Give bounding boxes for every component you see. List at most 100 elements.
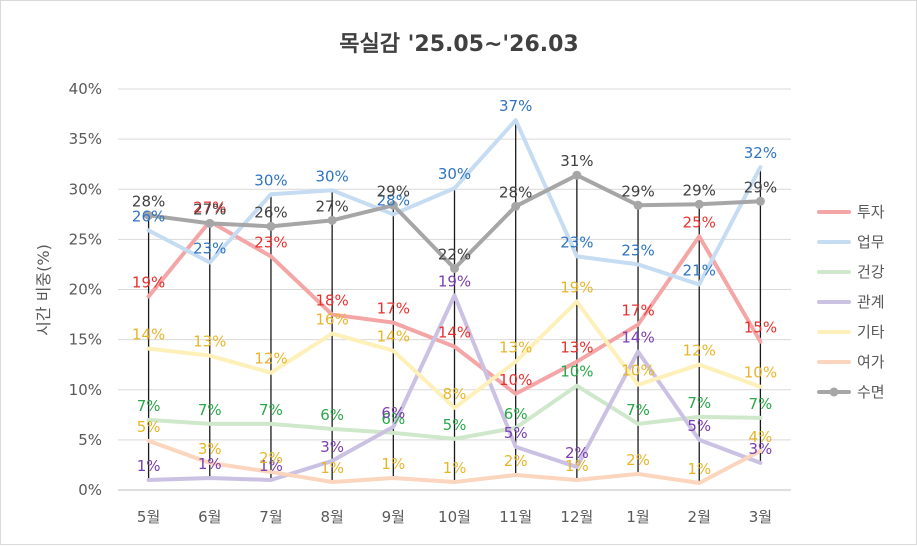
series-line-투자 — [146, 219, 763, 396]
data-label: 28% — [132, 192, 165, 210]
data-label: 12% — [254, 350, 287, 368]
data-label: 18% — [315, 292, 348, 310]
data-label: 26% — [254, 203, 287, 221]
data-label: 10% — [621, 362, 654, 380]
legend-item-여가[interactable]: 여가 — [817, 353, 885, 371]
series-lines — [144, 118, 765, 485]
y-tick-label: 5% — [78, 431, 102, 449]
series-line-기타 — [146, 299, 763, 410]
data-label: 4% — [749, 428, 773, 446]
y-tick-label: 30% — [69, 180, 102, 198]
legend-item-업무[interactable]: 업무 — [817, 233, 885, 251]
data-label: 27% — [315, 197, 348, 215]
data-label: 19% — [560, 279, 593, 297]
data-label: 29% — [683, 181, 716, 199]
y-tick-label: 0% — [78, 481, 102, 499]
data-label: 23% — [193, 239, 226, 257]
data-point — [511, 201, 521, 211]
data-label: 12% — [683, 342, 716, 360]
data-label: 23% — [254, 233, 287, 251]
data-label: 30% — [438, 165, 471, 183]
data-label: 5% — [137, 418, 161, 436]
chart-title: 목실감 '25.05~'26.03 — [339, 32, 578, 57]
data-label: 5% — [687, 417, 711, 435]
data-label: 1% — [198, 455, 222, 473]
x-tick-label: 6월 — [198, 508, 221, 526]
data-label: 17% — [377, 300, 410, 318]
data-point — [327, 215, 337, 225]
data-label: 1% — [565, 457, 589, 475]
data-label: 5% — [443, 416, 467, 434]
data-label: 14% — [438, 324, 471, 342]
y-tick-label: 40% — [69, 80, 102, 98]
data-label: 7% — [198, 401, 222, 419]
x-tick-label: 7월 — [259, 508, 282, 526]
legend-label: 업무 — [857, 233, 885, 251]
legend-label: 기타 — [857, 323, 885, 341]
data-label: 7% — [259, 401, 283, 419]
legend-item-투자[interactable]: 투자 — [817, 203, 885, 221]
data-label: 6% — [504, 405, 528, 423]
data-label: 13% — [560, 339, 593, 357]
legend-item-건강[interactable]: 건강 — [817, 263, 885, 281]
data-label: 26% — [132, 207, 165, 225]
data-label: 14% — [377, 328, 410, 346]
legend-label: 수면 — [857, 383, 885, 401]
data-label: 10% — [499, 371, 532, 389]
data-label: 23% — [560, 233, 593, 251]
data-label: 17% — [621, 302, 654, 320]
data-label: 19% — [438, 273, 471, 291]
data-label: 1% — [381, 455, 405, 473]
data-point — [633, 200, 643, 210]
data-label: 16% — [315, 311, 348, 329]
legend-item-기타[interactable]: 기타 — [817, 323, 885, 341]
data-label: 15% — [744, 319, 777, 337]
x-tick-label: 10월 — [438, 508, 471, 526]
series-line-관계 — [146, 293, 763, 482]
data-label: 3% — [198, 440, 222, 458]
y-tick-label: 10% — [69, 381, 102, 399]
x-axis-ticks: 5월 6월 7월 8월 9월 10월 11월 12월 1월 2월 3월 — [137, 508, 772, 526]
data-label: 37% — [499, 97, 532, 115]
y-tick-label: 15% — [69, 331, 102, 349]
y-tick-label: 20% — [69, 281, 102, 299]
data-point — [755, 196, 765, 206]
data-label: 29% — [377, 182, 410, 200]
legend-label: 투자 — [857, 203, 885, 221]
data-point — [144, 210, 154, 220]
data-label: 32% — [744, 144, 777, 162]
series-line-여가 — [146, 438, 763, 485]
data-point — [388, 200, 398, 210]
data-label: 1% — [443, 459, 467, 477]
data-labels: 19% 27% 23% 18% 17% 14% 10% 13% 17% 25% 15% 26% 23% 3… — [132, 97, 777, 478]
data-label: 3% — [320, 438, 344, 456]
x-tick-label: 11월 — [499, 508, 532, 526]
data-label: 30% — [315, 167, 348, 185]
series-line-업무 — [146, 118, 763, 287]
data-label: 25% — [683, 213, 716, 231]
data-label: 27% — [193, 200, 226, 218]
data-label: 2% — [626, 451, 650, 469]
y-axis-label: 시간 비중(%) — [34, 244, 53, 336]
y-axis-ticks: 0% 5% 10% 15% 20% 25% 30% 35% 40% — [69, 80, 102, 499]
data-label: 3% — [749, 440, 773, 458]
legend-item-관계[interactable]: 관계 — [817, 293, 885, 311]
data-label: 2% — [565, 444, 589, 462]
data-label: 28% — [499, 183, 532, 201]
data-label: 30% — [254, 171, 287, 189]
legend-label: 관계 — [857, 293, 885, 311]
legend-item-수면[interactable]: 수면 — [817, 383, 885, 401]
data-label: 2% — [504, 452, 528, 470]
data-label: 28% — [377, 191, 410, 209]
y-tick-label: 25% — [69, 230, 102, 248]
data-label: 27% — [193, 198, 226, 216]
data-point — [450, 263, 459, 273]
data-label: 2% — [259, 449, 283, 467]
y-tick-label: 35% — [69, 130, 102, 148]
data-label: 8% — [443, 385, 467, 403]
data-label: 29% — [744, 178, 777, 196]
legend-marker — [829, 387, 839, 397]
